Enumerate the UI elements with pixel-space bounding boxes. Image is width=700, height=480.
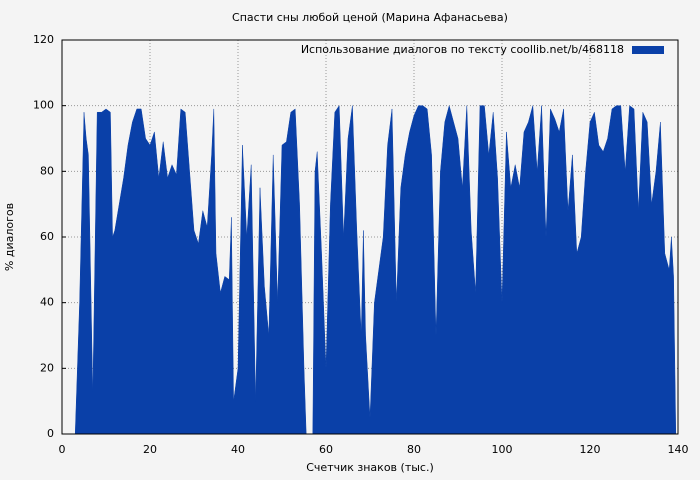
y-tick-label: 0 — [47, 427, 54, 440]
x-axis-label: Счетчик знаков (тыс.) — [306, 461, 434, 474]
legend-swatch — [632, 46, 664, 54]
y-tick-label: 100 — [33, 99, 54, 112]
chart-title: Спасти сны любой ценой (Марина Афанасьев… — [232, 11, 508, 24]
y-tick-label: 80 — [40, 164, 54, 177]
x-tick-label: 0 — [59, 443, 66, 456]
legend-label: Использование диалогов по тексту coollib… — [301, 43, 624, 56]
x-tick-label: 40 — [231, 443, 245, 456]
x-tick-label: 120 — [580, 443, 601, 456]
y-tick-label: 120 — [33, 33, 54, 46]
y-axis-label: % диалогов — [3, 203, 16, 271]
plot-frame — [61, 39, 679, 435]
x-tick-label: 80 — [407, 443, 421, 456]
x-tick-label: 20 — [143, 443, 157, 456]
y-tick-label: 40 — [40, 296, 54, 309]
x-tick-label: 140 — [668, 443, 689, 456]
area — [62, 104, 677, 435]
x-tick-label: 60 — [319, 443, 333, 456]
y-tick-label: 60 — [40, 230, 54, 243]
x-tick-label: 100 — [492, 443, 513, 456]
y-tick-label: 20 — [40, 361, 54, 374]
